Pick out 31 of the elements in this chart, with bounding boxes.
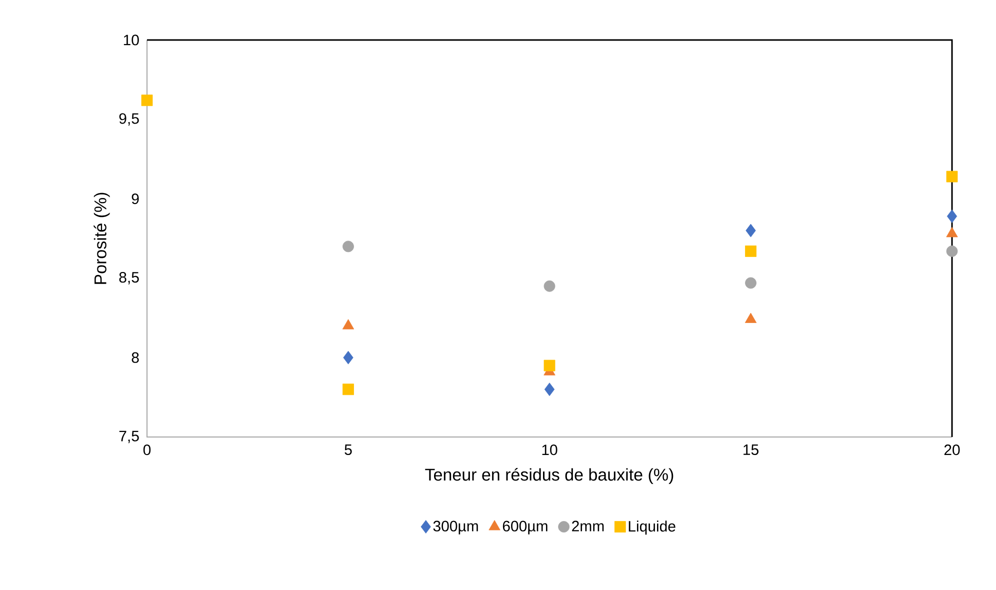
x-tick-label: 20 <box>944 444 960 456</box>
x-tick-label: 0 <box>143 444 151 456</box>
point <box>544 280 556 292</box>
legend-label: 300µm <box>433 520 478 534</box>
x-tick-label: 10 <box>542 444 558 456</box>
point <box>342 384 354 396</box>
point <box>745 277 756 289</box>
point <box>946 227 958 238</box>
y-tick-label: 9 <box>132 193 139 204</box>
y-axis-title: Porosité (%) <box>94 192 110 284</box>
legend-label: Liquide <box>628 520 676 535</box>
y-tick-label: 8 <box>132 352 139 363</box>
x-axis-title: Teneur en résidus de bauxite (%) <box>425 468 674 484</box>
point <box>745 246 756 257</box>
point <box>544 360 556 372</box>
point <box>946 246 958 257</box>
point <box>343 350 354 364</box>
x-tick-label: 15 <box>744 444 758 455</box>
point <box>342 240 354 252</box>
point <box>746 224 756 238</box>
legend-label: 600µm <box>502 520 548 534</box>
y-tick-label: 9,5 <box>119 113 139 126</box>
point <box>544 382 555 396</box>
y-tick-label: 8,5 <box>119 272 139 284</box>
x-tick-label: 5 <box>344 444 352 455</box>
y-tick-label: 7,5 <box>119 430 139 444</box>
legend-label: 2mm <box>572 520 604 532</box>
point <box>946 210 958 223</box>
y-tick-label: 10 <box>124 34 139 46</box>
point <box>946 170 958 182</box>
point <box>141 94 153 106</box>
